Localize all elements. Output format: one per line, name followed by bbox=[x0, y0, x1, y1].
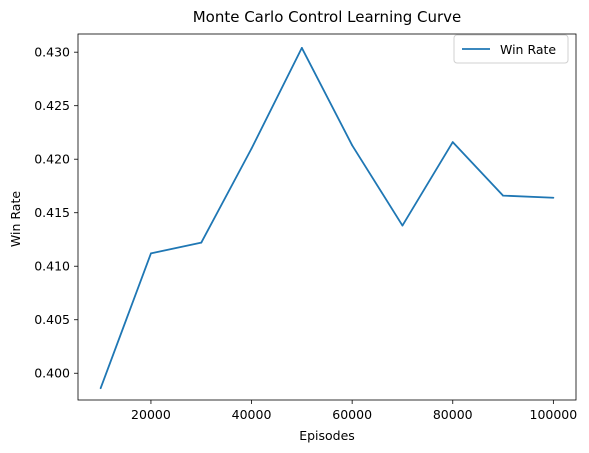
data-point bbox=[351, 144, 354, 147]
y-tick-label: 0.425 bbox=[34, 98, 70, 113]
y-axis-label: Win Rate bbox=[8, 191, 23, 247]
x-tick-label: 20000 bbox=[131, 407, 171, 422]
legend-label: Win Rate bbox=[500, 42, 556, 57]
data-point bbox=[552, 196, 555, 199]
data-point bbox=[502, 194, 504, 197]
axes-frame bbox=[77, 33, 577, 401]
y-tick-label: 0.430 bbox=[34, 45, 70, 60]
x-axis-label: Episodes bbox=[299, 428, 355, 443]
y-tick-label: 0.420 bbox=[34, 152, 70, 167]
x-tick-label: 60000 bbox=[332, 407, 372, 422]
plot-area: 20000 40000 60000 80000 100000 0.400 0.405 0.41… bbox=[34, 33, 578, 422]
data-point bbox=[401, 224, 404, 227]
legend-box bbox=[453, 34, 569, 64]
chart-title: Monte Carlo Control Learning Curve bbox=[193, 8, 462, 26]
data-point bbox=[200, 241, 203, 244]
x-tick-label: 80000 bbox=[433, 407, 473, 422]
legend: Win Rate bbox=[453, 34, 569, 64]
data-point bbox=[451, 141, 454, 143]
data-point bbox=[150, 252, 152, 255]
data-point bbox=[300, 47, 303, 49]
x-tick-label: 40000 bbox=[232, 407, 272, 422]
y-tick-label: 0.400 bbox=[34, 366, 70, 381]
data-point bbox=[250, 147, 253, 150]
y-tick-label: 0.405 bbox=[34, 312, 70, 327]
y-tick-label: 0.415 bbox=[34, 205, 70, 220]
data-point bbox=[99, 387, 102, 390]
y-tick-label: 0.410 bbox=[34, 259, 70, 274]
series-line-win-rate bbox=[99, 47, 554, 389]
x-tick-label: 100000 bbox=[530, 407, 578, 422]
